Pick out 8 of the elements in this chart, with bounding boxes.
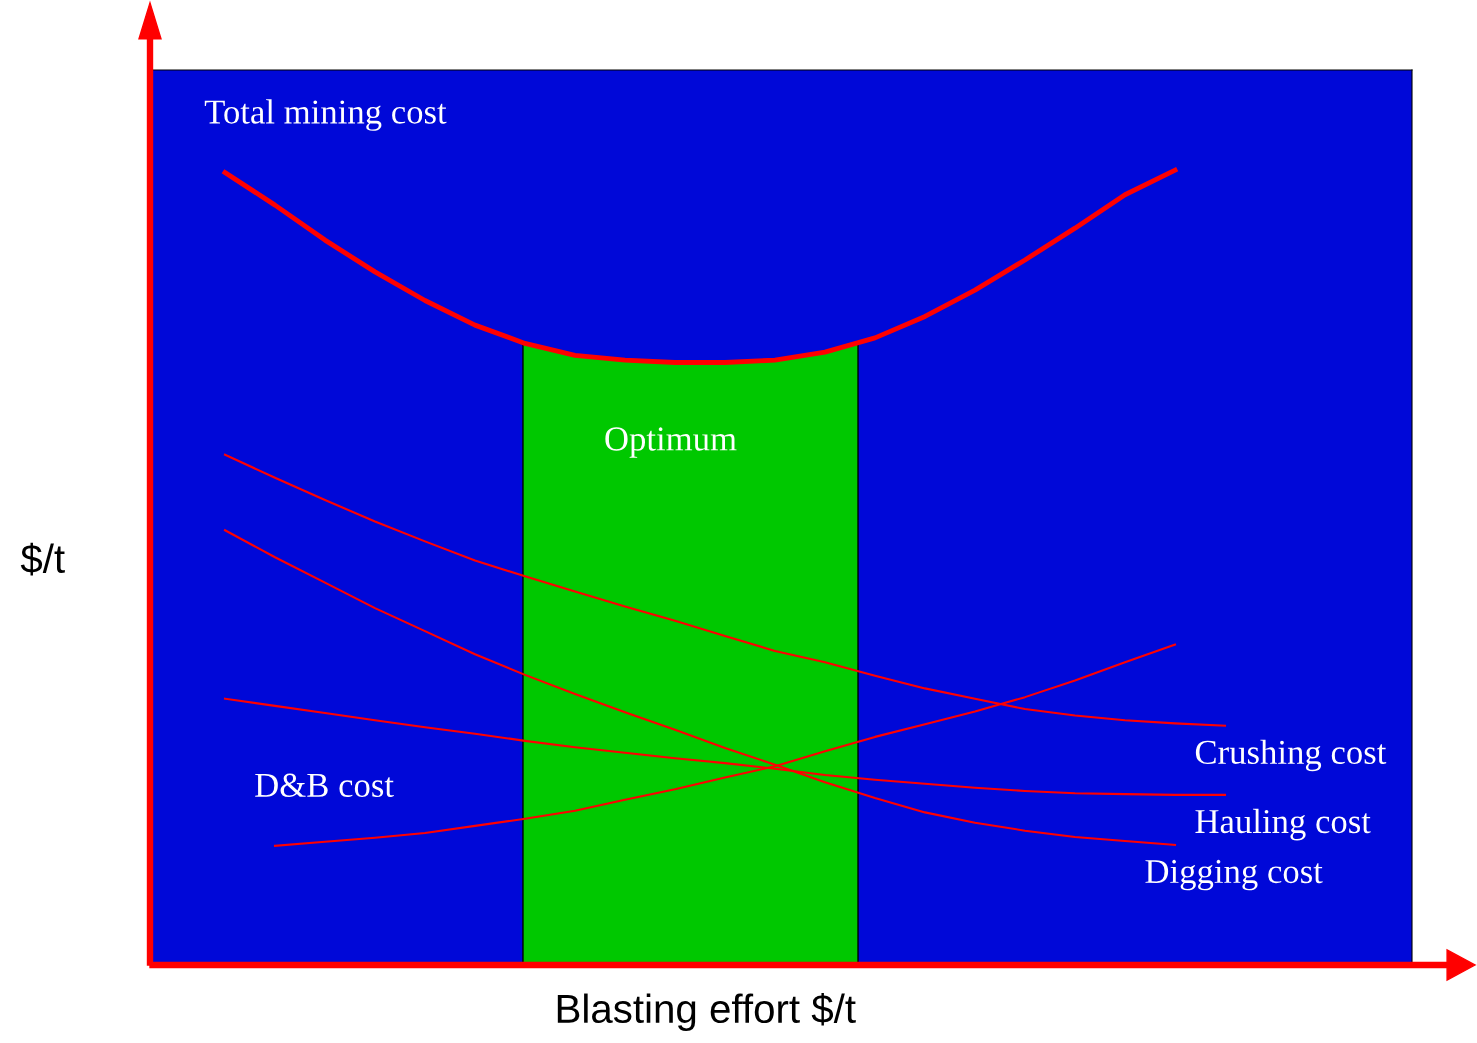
series-label: Total mining cost (204, 99, 447, 131)
annotation: Optimum (605, 427, 737, 458)
series-label: D&B cost (255, 773, 394, 798)
series-label: Crushing cost (1195, 739, 1387, 772)
series-label: Digging cost (1145, 859, 1323, 891)
series-label: Hauling cost (1195, 808, 1371, 841)
x-axis-title: Blasting effort $/t (557, 992, 856, 1032)
y-axis-title: $/t (20, 542, 65, 576)
